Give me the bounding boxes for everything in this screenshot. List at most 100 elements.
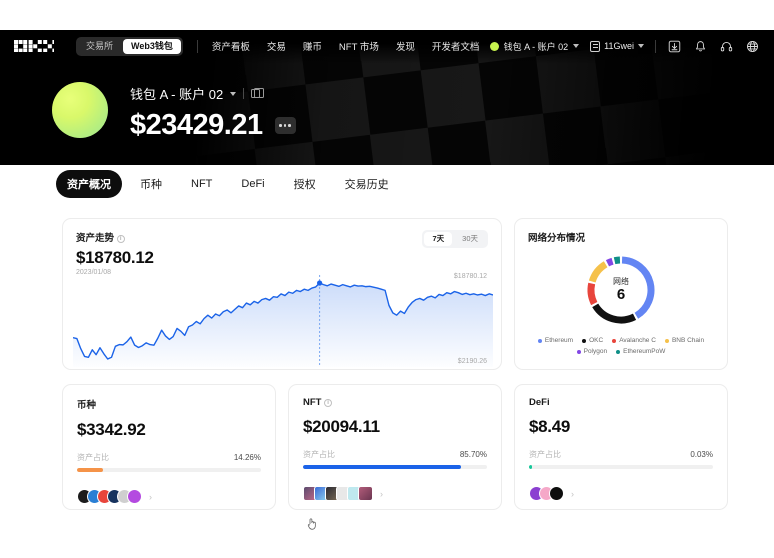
total-balance: $23429.21 — [130, 109, 263, 141]
nav-link-developer-docs[interactable]: 开发者文档 — [431, 42, 480, 53]
nft-icon-strip[interactable]: › — [303, 486, 487, 501]
gas-price-chip[interactable]: 11Gwei — [590, 40, 644, 52]
asset-trend-chart[interactable]: $18780.12 $2190.26 — [72, 273, 494, 367]
defi-card-title: DeFi — [529, 397, 550, 408]
copy-icon[interactable] — [251, 87, 265, 98]
donut-center-value: 6 — [616, 286, 626, 304]
nav-divider-2 — [655, 39, 656, 53]
defi-progress-fill — [529, 465, 532, 469]
defi-value: $8.49 — [529, 417, 571, 436]
legend-label: Polygon — [583, 348, 608, 355]
nft-progress-fill — [303, 465, 461, 469]
trend-card-title-row: 资产走势 i — [76, 230, 154, 244]
nft-progress-track — [303, 465, 487, 469]
tokens-progress-fill — [77, 468, 104, 472]
okx-logo[interactable] — [14, 40, 54, 52]
donut-segment-avalanche-c[interactable] — [587, 282, 598, 306]
gas-icon — [590, 40, 601, 52]
trend-date: 2023/01/08 — [76, 269, 112, 276]
account-status-dot — [489, 41, 499, 51]
donut-segment-ethereumpow[interactable] — [613, 256, 621, 265]
donut-segment-okc[interactable] — [592, 303, 637, 324]
bell-icon[interactable] — [693, 39, 708, 54]
chevron-right-icon[interactable]: › — [571, 488, 574, 499]
legend-label: Ethereum — [544, 337, 574, 344]
info-icon[interactable]: i — [116, 235, 125, 243]
wallet-name-divider — [243, 88, 245, 99]
donut-segment-bnb-chain[interactable] — [588, 261, 608, 283]
tab-nft[interactable]: NFT — [191, 178, 213, 190]
donut-segment-polygon[interactable] — [605, 257, 614, 267]
chevron-right-icon[interactable]: › — [380, 488, 383, 499]
trend-card-title: 资产走势 — [76, 233, 115, 244]
donut-svg — [587, 256, 655, 324]
product-tab-web3wallet[interactable]: Web3钱包 — [123, 38, 181, 54]
hand-pointer-cursor — [307, 518, 316, 530]
wallet-name-row[interactable]: 钱包 A - 账户 02 — [130, 84, 296, 103]
download-icon[interactable] — [667, 39, 682, 54]
legend-label: EthereumPoW — [623, 348, 666, 355]
defi-icon-strip[interactable]: › — [529, 486, 713, 501]
black-protocol-icon — [549, 486, 564, 501]
legend-item-bnb-chain[interactable]: BNB Chain — [664, 337, 704, 344]
chart-max-label: $18780.12 — [453, 273, 487, 280]
globe-icon[interactable] — [745, 39, 760, 54]
tab-transaction-history[interactable]: 交易历史 — [344, 179, 389, 191]
donut-segment-ethereum[interactable] — [621, 256, 655, 319]
donut-center-label: 网络 — [613, 277, 629, 287]
account-selector[interactable]: 钱包 A - 账户 02 — [489, 40, 580, 53]
asset-trend-card: 资产走势 i $18780.12 2023/01/08 7天 30天 — [62, 218, 502, 530]
legend-item-ethereum[interactable]: Ethereum — [537, 337, 574, 344]
chevron-down-icon — [638, 44, 644, 48]
product-switcher[interactable]: 交易所 Web3钱包 — [76, 36, 183, 56]
chevron-right-icon[interactable]: › — [149, 491, 152, 502]
defi-progress-track — [529, 465, 713, 469]
network-legend: Ethereum OKC Avalanche C BNB Chain Polygon Et… — [523, 337, 719, 355]
tokens-card-title: 币种 — [77, 400, 97, 411]
legend-dot — [612, 338, 617, 343]
defi-ratio-pct: 0.03% — [690, 450, 713, 459]
tab-overview[interactable]: 资产概况 — [56, 170, 122, 198]
more-dots-icon[interactable] — [274, 117, 296, 134]
trend-line-svg — [72, 275, 494, 367]
caret-down-icon[interactable] — [230, 91, 237, 96]
chart-min-label: $2190.26 — [457, 358, 487, 365]
wallet-info: 钱包 A - 账户 02 $23429.21 — [130, 82, 296, 142]
nft-ratio-pct: 85.70% — [459, 450, 487, 459]
tokens-icon-strip[interactable]: › — [77, 489, 261, 504]
tokens-value: $3342.92 — [77, 420, 146, 439]
range-toggle: 7天 30天 — [422, 230, 488, 248]
tokens-summary-card: 币种 $3342.92 资产占比 14.26% › — [62, 384, 276, 510]
tab-tokens[interactable]: 币种 — [140, 179, 162, 191]
legend-item-avalanche-c[interactable]: Avalanche C — [612, 337, 656, 344]
nav-link-dashboard[interactable]: 资产看板 — [211, 42, 250, 53]
legend-item-okc[interactable]: OKC — [582, 337, 603, 344]
legend-item-ethereumpow[interactable]: EthereumPoW — [616, 348, 665, 355]
top-right-controls: 钱包 A - 账户 02 11Gwei — [489, 39, 760, 54]
nav-link-trade[interactable]: 交易 — [266, 42, 286, 53]
trend-line — [72, 282, 494, 360]
range-30d[interactable]: 30天 — [462, 234, 478, 243]
trend-area-fill — [73, 283, 493, 367]
legend-label: Avalanche C — [619, 337, 656, 344]
nav-link-earn[interactable]: 赚币 — [302, 42, 322, 53]
tab-approvals[interactable]: 授权 — [293, 179, 316, 191]
nav-link-nft-market[interactable]: NFT 市场 — [338, 42, 379, 53]
tab-defi[interactable]: DeFi — [241, 178, 265, 190]
range-7d[interactable]: 7天 — [424, 232, 453, 246]
info-icon[interactable]: i — [324, 399, 333, 407]
nav-divider — [196, 39, 198, 53]
account-selector-label: 钱包 A - 账户 02 — [503, 41, 569, 52]
network-donut-chart[interactable]: 网络 6 — [584, 253, 658, 327]
wallet-avatar[interactable] — [52, 82, 108, 138]
legend-dot — [537, 338, 542, 343]
legend-item-polygon[interactable]: Polygon — [576, 348, 608, 355]
product-tab-exchange[interactable]: 交易所 — [86, 40, 114, 51]
nft-card-title: NFT — [303, 397, 322, 408]
trend-card-header: 资产走势 i $18780.12 2023/01/08 7天 30天 — [63, 219, 501, 276]
wallet-summary-header: 钱包 A - 账户 02 $23429.21 — [52, 82, 296, 142]
network-distribution-card: 网络分布情况 网络 6 Ethereum OKC Avalanche C BNB Ch… — [514, 218, 728, 370]
nav-link-discover[interactable]: 发现 — [395, 42, 415, 53]
headset-icon[interactable] — [719, 39, 734, 54]
